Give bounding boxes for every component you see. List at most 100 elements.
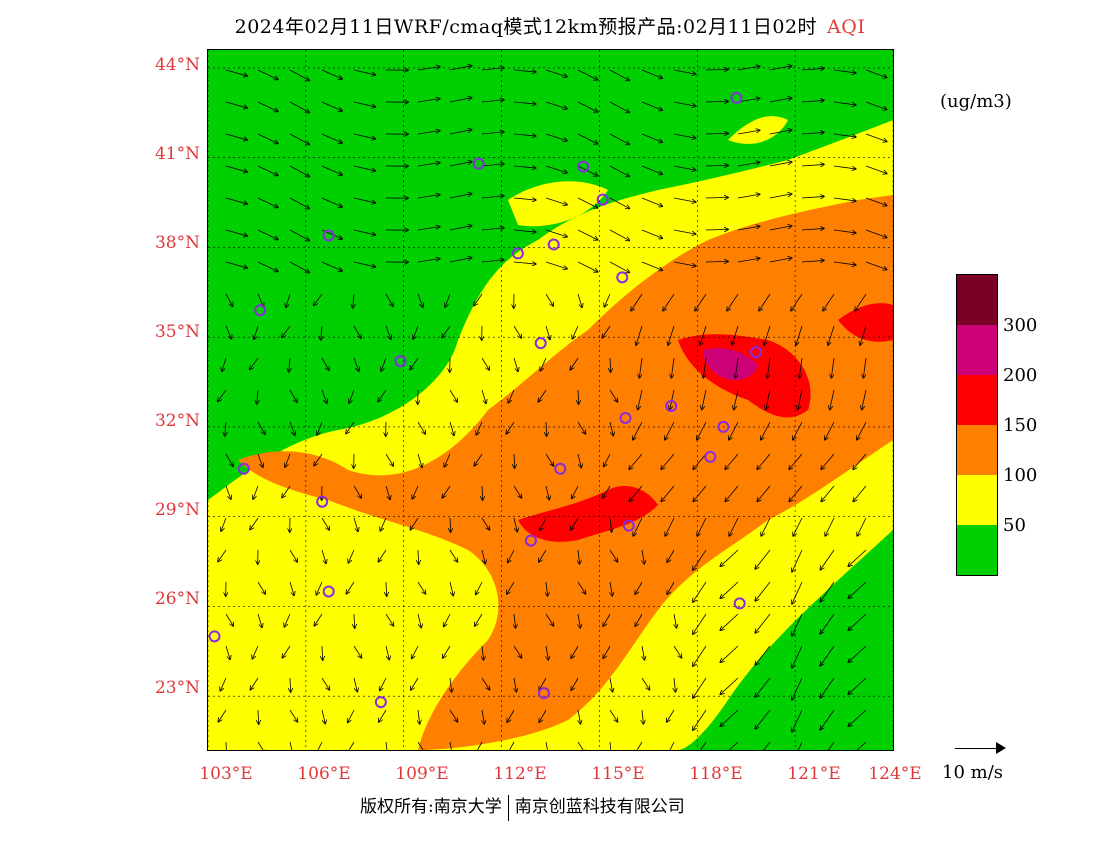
wind-arrow — [444, 453, 451, 467]
wind-arrow — [545, 69, 567, 77]
wind-arrow — [577, 453, 581, 468]
station-marker — [717, 420, 730, 433]
wind-arrow — [474, 293, 483, 306]
wind-arrow — [792, 581, 803, 604]
station-marker — [596, 193, 609, 206]
wind-arrow — [417, 67, 440, 71]
wind-arrow — [769, 258, 792, 263]
wind-arrow — [865, 165, 887, 173]
wind-arrow — [449, 258, 472, 263]
monitoring-stations — [208, 91, 762, 709]
wind-arrow — [857, 421, 867, 440]
wind-arrow — [482, 709, 484, 724]
wind-arrow — [353, 645, 361, 658]
wind-arrow — [577, 69, 598, 80]
wind-arrow — [609, 133, 629, 144]
wind-arrow — [792, 549, 803, 572]
wind-arrow — [289, 549, 297, 562]
wind-arrow — [321, 133, 342, 143]
wind-arrow — [857, 517, 867, 536]
wind-arrow — [789, 453, 803, 469]
wind-arrow — [349, 389, 355, 403]
wind-arrow — [284, 613, 291, 627]
wind-arrow — [546, 421, 547, 436]
wind-arrow — [418, 709, 420, 724]
wind-arrow — [767, 357, 771, 378]
wind-arrow — [759, 293, 771, 311]
aqi-map[interactable] — [207, 49, 894, 751]
wind-arrow — [316, 741, 323, 750]
wind-arrow — [253, 485, 259, 499]
wind-arrow — [673, 133, 696, 138]
wind-arrow — [449, 581, 453, 596]
wind-arrow — [755, 581, 771, 601]
wind-arrow — [449, 421, 454, 435]
wind-arrow — [695, 293, 707, 311]
wind-arrow — [865, 101, 887, 109]
lon-label: 118°E — [689, 764, 743, 784]
wind-arrow — [720, 549, 739, 566]
wind-arrow — [757, 453, 771, 469]
wind-arrow — [833, 229, 856, 233]
wind-arrow — [513, 102, 536, 104]
station-marker — [322, 585, 335, 598]
vector-reference-arrow — [955, 748, 1003, 749]
wind-arrow — [789, 485, 803, 501]
wind-arrow — [513, 517, 517, 532]
wind-arrow — [545, 613, 554, 626]
wind-arrow — [674, 613, 677, 628]
wind-arrow — [865, 133, 887, 141]
wind-arrow — [737, 226, 760, 231]
wind-arrow — [545, 197, 567, 205]
lat-label: 35°N — [154, 322, 200, 342]
wind-arrow — [609, 549, 618, 562]
wind-arrow — [578, 549, 580, 564]
wind-arrow — [353, 261, 375, 267]
station-marker — [534, 337, 547, 350]
wind-arrow — [353, 229, 375, 235]
wind-arrow — [693, 485, 707, 501]
vector-reference-label: 10 m/s — [942, 762, 1003, 783]
wind-arrow — [481, 677, 490, 690]
wind-arrow — [670, 389, 675, 410]
wind-arrow — [769, 162, 792, 167]
wind-arrow — [848, 677, 867, 694]
wind-arrow — [513, 357, 518, 371]
lat-label: 41°N — [154, 144, 200, 164]
wind-arrow — [737, 130, 760, 135]
wind-arrow — [225, 325, 232, 339]
wind-arrow — [257, 389, 258, 404]
wind-arrow — [720, 645, 739, 662]
wind-arrow — [793, 421, 803, 440]
wind-arrow — [476, 421, 483, 435]
colorbar-label: 200 — [1003, 365, 1038, 386]
wind-arrow — [705, 133, 728, 134]
wind-arrow — [729, 421, 739, 440]
wind-arrow — [475, 741, 483, 750]
wind-arrow — [314, 293, 323, 305]
wind-arrow — [289, 229, 309, 241]
wind-arrow — [737, 98, 760, 103]
lon-label: 124°E — [868, 764, 922, 784]
station-marker — [537, 687, 550, 700]
wind-arrow — [693, 645, 707, 666]
wind-arrow — [412, 485, 419, 499]
wind-arrow — [353, 69, 375, 75]
wind-arrow — [218, 549, 227, 562]
wind-arrow — [353, 517, 358, 531]
station-marker — [472, 157, 485, 170]
wind-arrow — [853, 453, 867, 469]
wind-arrow — [257, 453, 263, 467]
wind-arrow — [642, 709, 643, 724]
wind-arrow — [508, 389, 515, 403]
wind-arrow — [693, 549, 707, 570]
wind-arrow — [417, 453, 422, 467]
wind-arrow — [820, 709, 835, 730]
station-marker — [374, 696, 387, 709]
wind-arrow — [513, 325, 521, 338]
wind-arrow — [321, 197, 342, 207]
wind-arrow — [257, 421, 265, 434]
lon-label: 112°E — [493, 764, 547, 784]
wind-arrow — [257, 741, 265, 750]
station-marker — [554, 462, 567, 475]
